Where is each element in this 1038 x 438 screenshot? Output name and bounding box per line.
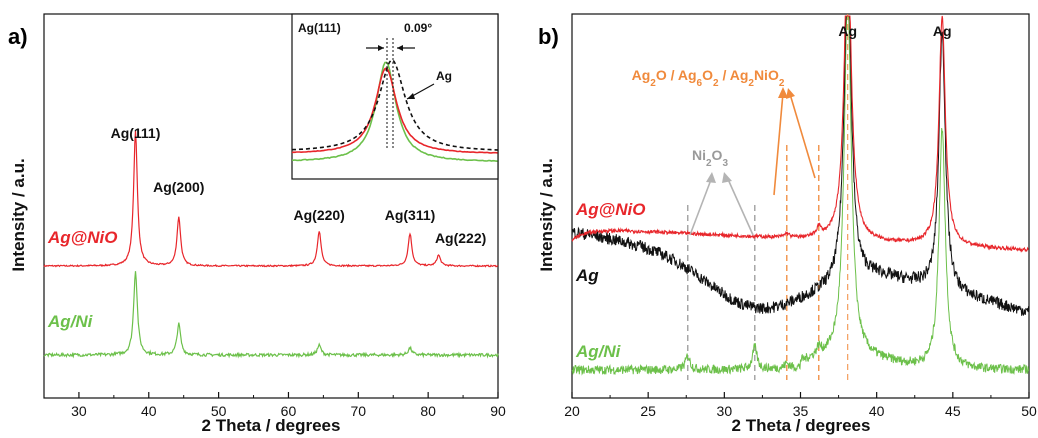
- panel-a-y-axis-label: Intensity / a.u.: [9, 158, 28, 271]
- panel-b-x-tick-label: 35: [793, 403, 809, 419]
- panel-a-x-axis-label: 2 Theta / degrees: [202, 416, 341, 435]
- inset-plot: Ag(111) 0.09° Ag: [291, 13, 499, 180]
- inset-shift-label: 0.09°: [404, 21, 432, 35]
- panel-b-y-axis-label: Intensity / a.u.: [537, 158, 556, 271]
- panel-a-x-tick-label: 70: [351, 403, 367, 419]
- panel-b-x-axis-label: 2 Theta / degrees: [732, 416, 871, 435]
- peak-label: Ag(220): [294, 207, 345, 223]
- series-label-ag-ni-b: Ag/Ni: [575, 342, 622, 361]
- panel-b: b) 20 25 30 35 40 45 50 2 Theta / degrees Inte…: [537, 13, 1037, 435]
- peak-label: Ag(111): [111, 125, 161, 141]
- inset-ag-label: Ag: [436, 69, 452, 83]
- panel-a-x-tick-label: 60: [281, 403, 297, 419]
- ag-oxides-arrows: [773, 87, 816, 196]
- panel-a-peak-labels: Ag(111) Ag(200) Ag(220) Ag(311) Ag(222): [111, 125, 487, 246]
- panel-a-x-ticks: 30 40 50 60 70 80 90: [43, 392, 506, 419]
- panel-b-curves: [571, 15, 1029, 376]
- panel-a-x-tick-label: 90: [490, 403, 506, 419]
- panel-b-x-tick-label: 45: [945, 403, 961, 419]
- panel-b-letter: b): [538, 24, 559, 49]
- panel-a-frame: [43, 13, 499, 399]
- panel-a-x-tick-label: 50: [211, 403, 227, 419]
- inset-curves: [291, 59, 498, 162]
- series-label-ag-nio-b: Ag@NiO: [575, 200, 645, 219]
- peak-label-ag: Ag: [838, 23, 857, 39]
- series-ag-line-b: [571, 15, 1029, 317]
- series-ag-ni-line: [43, 271, 499, 359]
- peak-label: Ag(200): [153, 179, 204, 195]
- inset-ag-nio-line: [291, 67, 498, 154]
- panel-a-curves: [43, 130, 499, 359]
- series-ag-nio-line: [43, 130, 499, 268]
- panel-b-x-tick-label: 50: [1021, 403, 1037, 419]
- panel-a-x-tick-label: 30: [71, 403, 87, 419]
- ni2o3-arrows: [689, 172, 754, 236]
- series-label-ag-nio-a: Ag@NiO: [47, 228, 117, 247]
- ni2o3-label: Ni2O3: [692, 147, 728, 169]
- inset-shift-arrows: [366, 38, 435, 150]
- peak-label: Ag(311): [385, 207, 436, 223]
- panel-a-letter: a): [8, 24, 28, 49]
- peak-label-ag: Ag: [933, 23, 952, 39]
- panel-b-x-ticks: 20 25 30 35 40 45 50: [564, 392, 1037, 419]
- panel-a: a) 30 40 50 60 70 80 90 2 Theta / degrees Inte…: [8, 13, 506, 435]
- panel-b-x-tick-label: 20: [564, 403, 580, 419]
- panel-b-x-tick-label: 30: [717, 403, 733, 419]
- series-label-ag-ni-a: Ag/Ni: [47, 312, 94, 331]
- panel-a-x-tick-label: 80: [420, 403, 436, 419]
- peak-label: Ag(222): [435, 230, 486, 246]
- series-ag-nio-line-b: [571, 15, 1029, 253]
- inset-peak-label: Ag(111): [298, 21, 341, 35]
- panel-b-x-tick-label: 40: [869, 403, 885, 419]
- inset-ag-line: [291, 59, 498, 151]
- ag-oxides-label: Ag2O / Ag6O2 / Ag2NiO2: [632, 67, 785, 89]
- series-ag-ni-line-b: [571, 15, 1029, 376]
- series-label-ag-b: Ag: [575, 266, 599, 285]
- panel-a-x-tick-label: 40: [141, 403, 157, 419]
- panel-b-peak-labels: Ag Ag: [838, 23, 951, 39]
- panel-b-x-tick-label: 25: [640, 403, 656, 419]
